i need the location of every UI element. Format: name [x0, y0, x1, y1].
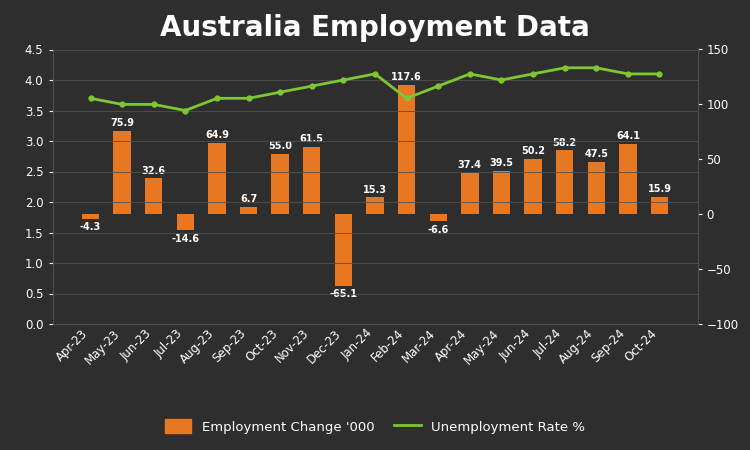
- Text: -65.1: -65.1: [329, 289, 358, 299]
- Bar: [240, 207, 257, 214]
- Title: Australia Employment Data: Australia Employment Data: [160, 14, 590, 41]
- Bar: [366, 198, 384, 214]
- Bar: [620, 144, 637, 214]
- Bar: [82, 214, 99, 219]
- Legend: Employment Change '000, Unemployment Rate %: Employment Change '000, Unemployment Rat…: [160, 414, 590, 439]
- Text: 117.6: 117.6: [392, 72, 422, 82]
- Text: 32.6: 32.6: [142, 166, 166, 176]
- Text: 37.4: 37.4: [458, 160, 482, 171]
- Bar: [334, 214, 352, 286]
- Text: 75.9: 75.9: [110, 118, 134, 128]
- Text: 50.2: 50.2: [521, 146, 545, 156]
- Bar: [398, 85, 416, 214]
- Text: -14.6: -14.6: [171, 234, 200, 243]
- Bar: [145, 178, 163, 214]
- Text: 39.5: 39.5: [490, 158, 514, 168]
- Text: 6.7: 6.7: [240, 194, 257, 204]
- Text: 64.1: 64.1: [616, 131, 640, 141]
- Text: 58.2: 58.2: [553, 138, 577, 148]
- Bar: [493, 171, 510, 214]
- Bar: [524, 159, 542, 214]
- Text: 15.3: 15.3: [363, 184, 387, 195]
- Bar: [651, 197, 668, 214]
- Bar: [177, 214, 194, 230]
- Text: 64.9: 64.9: [205, 130, 229, 140]
- Text: 15.9: 15.9: [647, 184, 671, 194]
- Text: -4.3: -4.3: [80, 222, 101, 232]
- Bar: [272, 154, 289, 214]
- Bar: [303, 147, 320, 214]
- Bar: [430, 214, 447, 221]
- Bar: [113, 131, 130, 214]
- Bar: [461, 173, 478, 214]
- Bar: [587, 162, 605, 214]
- Text: 55.0: 55.0: [268, 141, 292, 151]
- Text: 47.5: 47.5: [584, 149, 608, 159]
- Text: -6.6: -6.6: [427, 225, 448, 235]
- Text: 61.5: 61.5: [300, 134, 324, 144]
- Bar: [209, 143, 226, 214]
- Bar: [556, 150, 573, 214]
